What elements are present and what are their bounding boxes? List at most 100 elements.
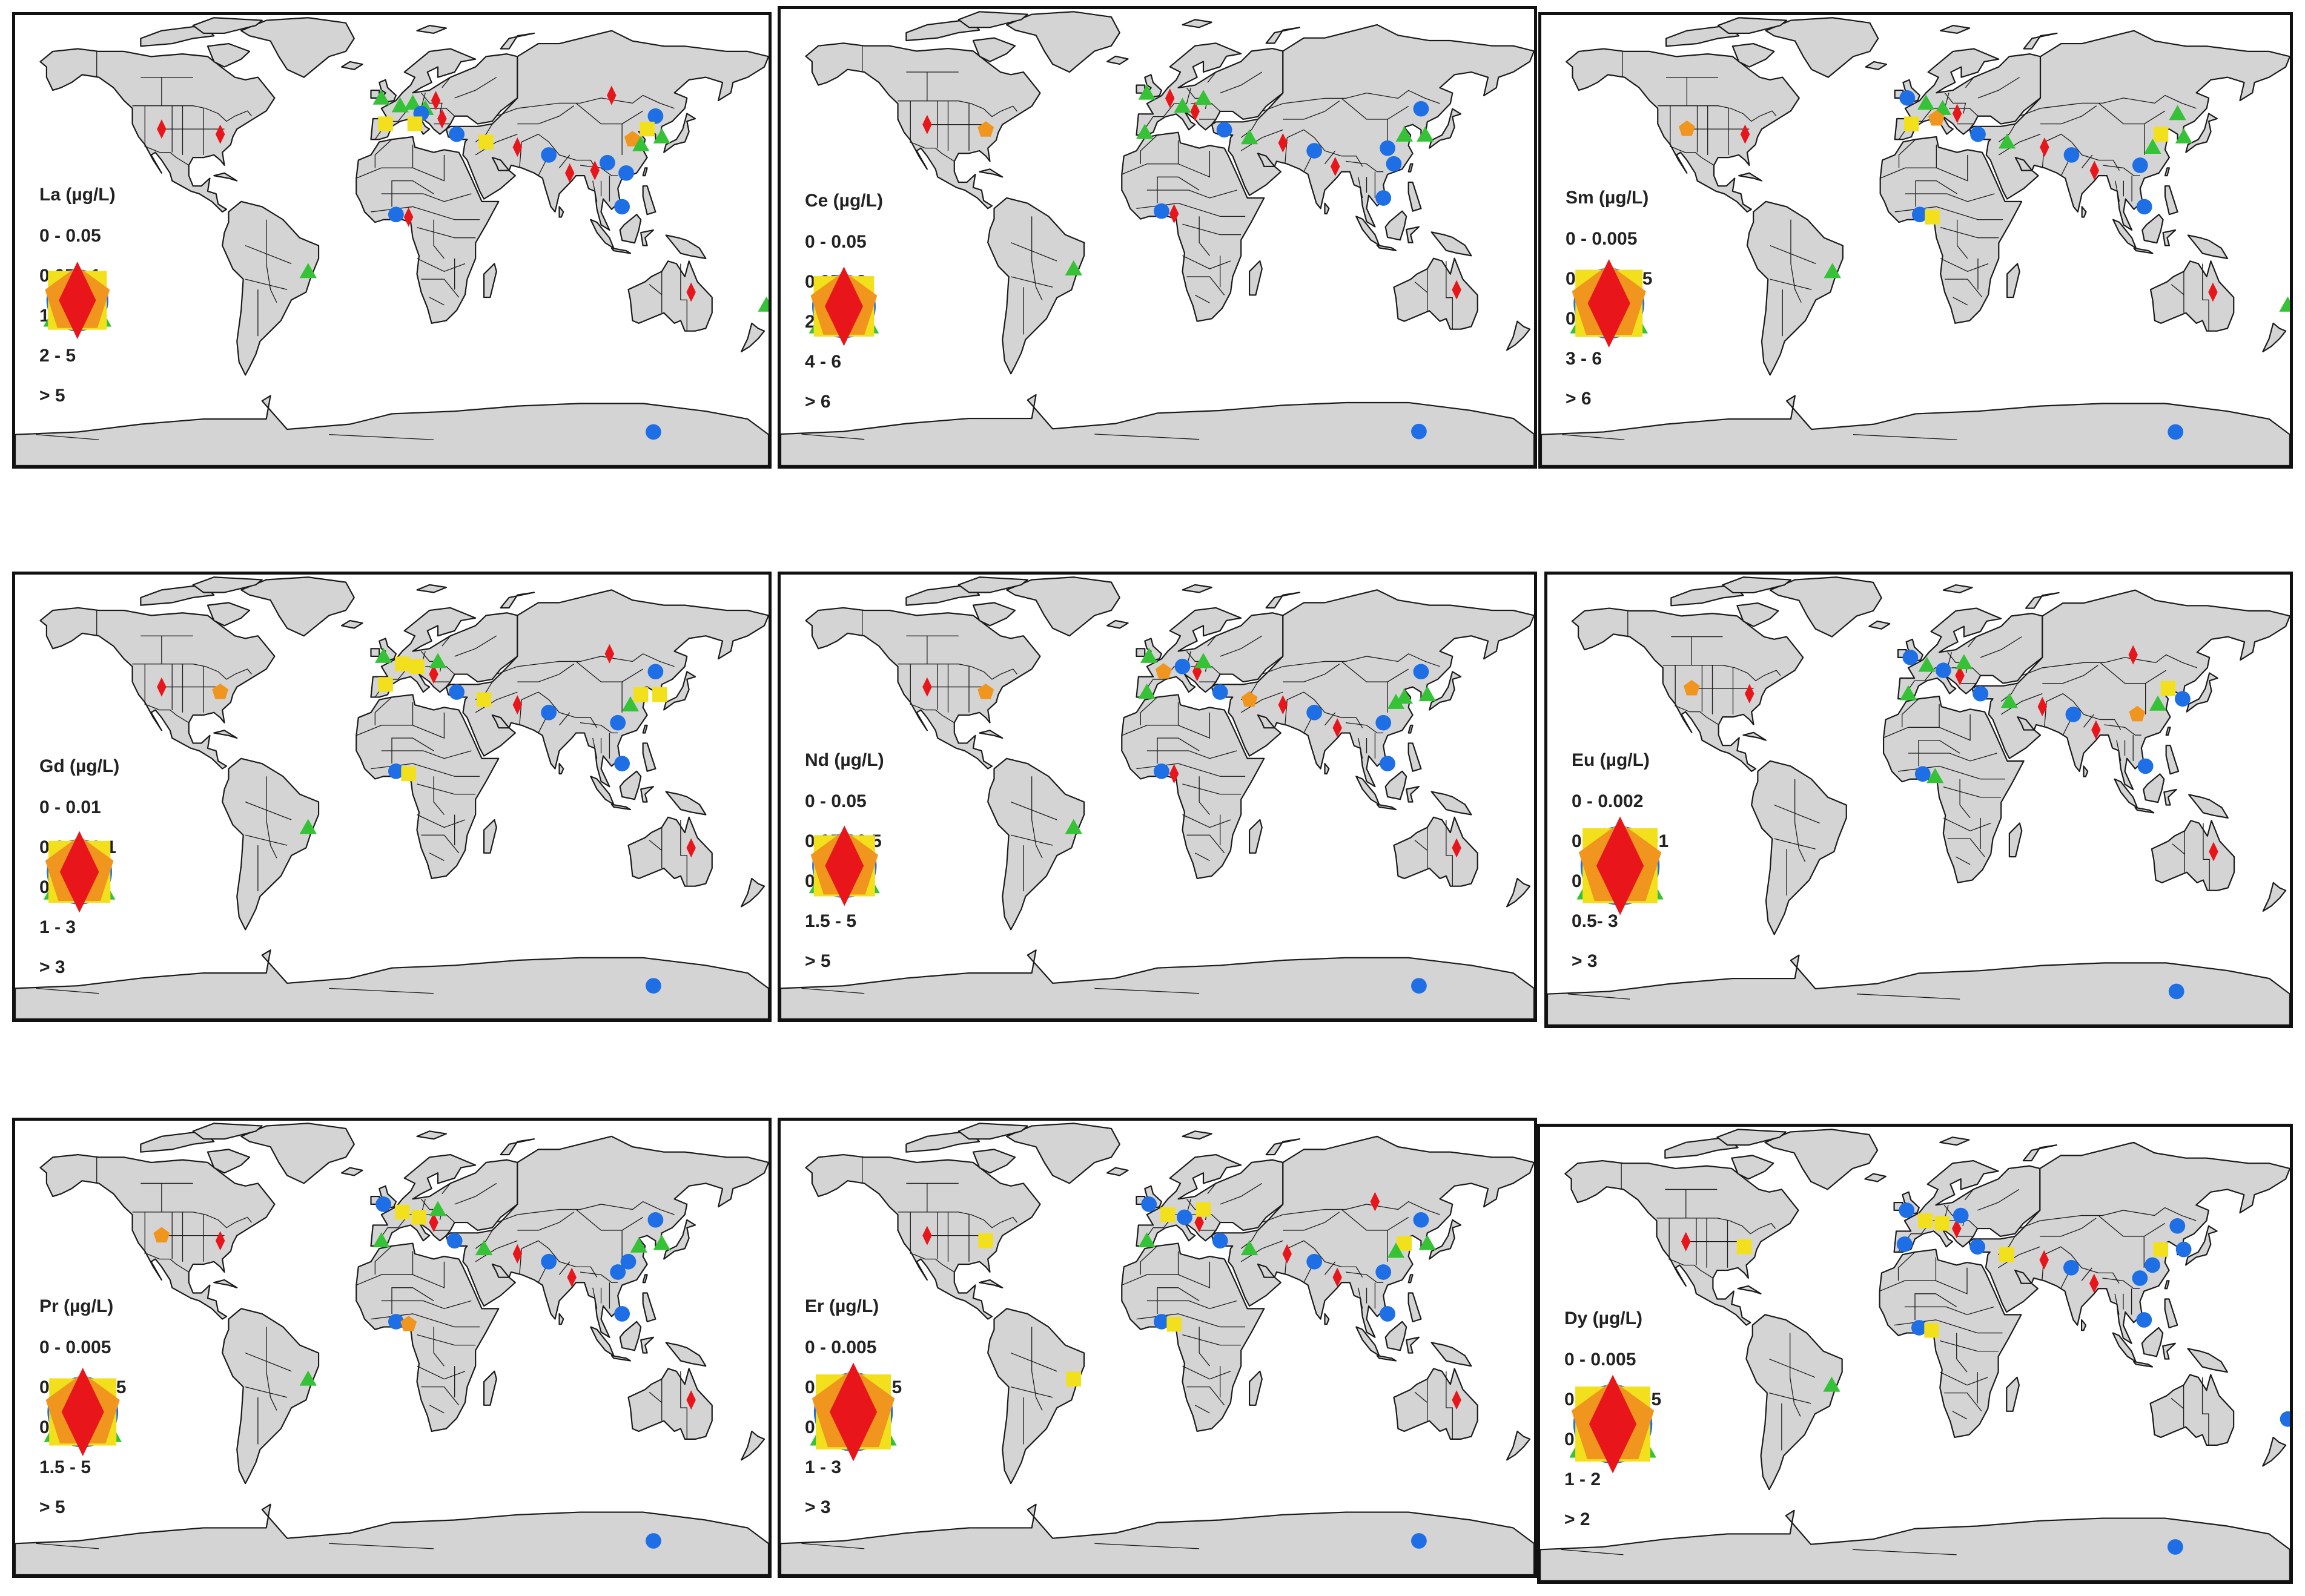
- sample-marker: [1736, 1239, 1752, 1255]
- legend-label: 1.5 - 5: [805, 911, 857, 931]
- country-border: [592, 1287, 598, 1309]
- sample-marker: [2168, 983, 2184, 1000]
- sample-marker: [437, 109, 447, 129]
- sample-marker: [446, 1233, 463, 1249]
- europe-landmass: [1136, 607, 1284, 698]
- sample-marker: [1911, 206, 1928, 223]
- landmass-layer: [1547, 576, 2290, 1025]
- legend-entry: > 2: [1564, 1374, 1661, 1540]
- madagascar-landmass: [1248, 260, 1263, 296]
- sample-marker: [1174, 97, 1191, 113]
- madagascar-landmass: [1248, 1370, 1263, 1406]
- java-landmass: [2132, 1360, 2154, 1368]
- taiwan-landmass: [1407, 724, 1414, 734]
- sample-marker: [541, 147, 557, 163]
- country-border: [2042, 1246, 2072, 1281]
- philippines-landmass: [642, 185, 656, 216]
- country-border: [417, 258, 466, 272]
- country-border: [2203, 823, 2210, 891]
- sample-marker: [1418, 686, 1436, 702]
- sample-marker: [1306, 1253, 1323, 1270]
- ellesmere-landmass: [957, 11, 1028, 28]
- country-border: [519, 691, 549, 725]
- greenland-landmass: [240, 17, 355, 78]
- country-border: [245, 801, 292, 820]
- country-border: [1094, 988, 1200, 994]
- sample-marker: [1395, 126, 1413, 142]
- sample-marker: [1683, 680, 1700, 696]
- country-border: [1182, 223, 1242, 236]
- country-border: [580, 722, 618, 734]
- sample-marker: [299, 1370, 317, 1386]
- sample-marker: [476, 692, 492, 707]
- country-border: [1898, 139, 1916, 168]
- antarctica-landmass: [1547, 954, 2290, 1025]
- australia-landmass: [627, 1368, 713, 1440]
- legend-title: Er (µg/L): [805, 1296, 879, 1316]
- landmass-layer: [781, 11, 1534, 466]
- iceland-landmass: [1865, 61, 1887, 70]
- legend-label: > 6: [805, 392, 831, 412]
- country-border: [1770, 245, 1816, 265]
- country-border: [1998, 124, 2016, 142]
- country-border: [1940, 1340, 1999, 1352]
- world-map: [781, 1123, 1534, 1575]
- country-border: [517, 105, 575, 125]
- country-border: [1939, 1371, 1988, 1386]
- country-border: [1283, 101, 1340, 120]
- country-border: [132, 105, 252, 122]
- country-border: [1908, 753, 1997, 762]
- country-border: [2083, 714, 2094, 728]
- legend-label: > 3: [805, 1497, 831, 1517]
- sample-marker: [299, 819, 317, 834]
- country-border: [1314, 1248, 1363, 1278]
- country-border: [1980, 636, 2022, 658]
- diamond-icon: [1587, 259, 1630, 348]
- sample-marker: [215, 1231, 225, 1251]
- map-legend: Pr (µg/L)0 - 0.0050.005 - 0.50.5 - 1.51.…: [39, 1296, 126, 1528]
- antarctica-landmass: [781, 949, 1534, 1019]
- sulawesi-landmass: [1406, 226, 1420, 243]
- country-border: [329, 434, 434, 440]
- country-border: [417, 1334, 476, 1346]
- diamond-icon: [59, 262, 96, 339]
- antarctica-landmass: [15, 1503, 769, 1575]
- country-border: [421, 279, 460, 298]
- country-border: [1446, 819, 1453, 886]
- country-border: [1157, 737, 1200, 764]
- country-border: [381, 1300, 472, 1310]
- sample-marker: [2089, 160, 2100, 180]
- legend-entry: > 5: [39, 1367, 126, 1528]
- sample-marker: [686, 838, 696, 858]
- country-border: [912, 1253, 955, 1273]
- sri-lanka-landmass: [2080, 1319, 2087, 1331]
- sample-marker: [1911, 1320, 1927, 1336]
- country-border: [1031, 776, 1043, 859]
- philippines-landmass: [1407, 181, 1422, 212]
- country-border: [1186, 834, 1225, 854]
- country-border: [1186, 1386, 1225, 1406]
- sample-marker: [922, 114, 932, 134]
- country-border: [245, 279, 288, 290]
- sample-marker: [614, 199, 630, 215]
- borneo-landmass: [2141, 1327, 2164, 1357]
- country-border: [1285, 1240, 1315, 1275]
- sample-marker: [2175, 691, 2191, 707]
- ellesmere-landmass: [192, 576, 263, 593]
- baffin-landmass: [207, 42, 251, 68]
- sample-marker: [1306, 704, 1323, 721]
- sample-marker: [429, 1201, 447, 1216]
- country-border: [1199, 1327, 1210, 1367]
- country-border: [245, 1352, 292, 1372]
- ellesmere-landmass: [957, 576, 1028, 593]
- new-guinea-landmass: [1430, 231, 1472, 257]
- country-border: [1324, 1261, 1336, 1275]
- philippines-landmass: [2164, 185, 2178, 216]
- country-border: [1947, 838, 1985, 857]
- asia-landmass: [445, 589, 769, 788]
- baffin-landmass: [1731, 42, 1775, 68]
- iceland-landmass: [1868, 620, 1891, 630]
- sample-marker: [618, 165, 634, 181]
- map-panel: Ce (µg/L)0 - 0.050.05 - 22 - 44 - 6> 6: [778, 6, 1537, 469]
